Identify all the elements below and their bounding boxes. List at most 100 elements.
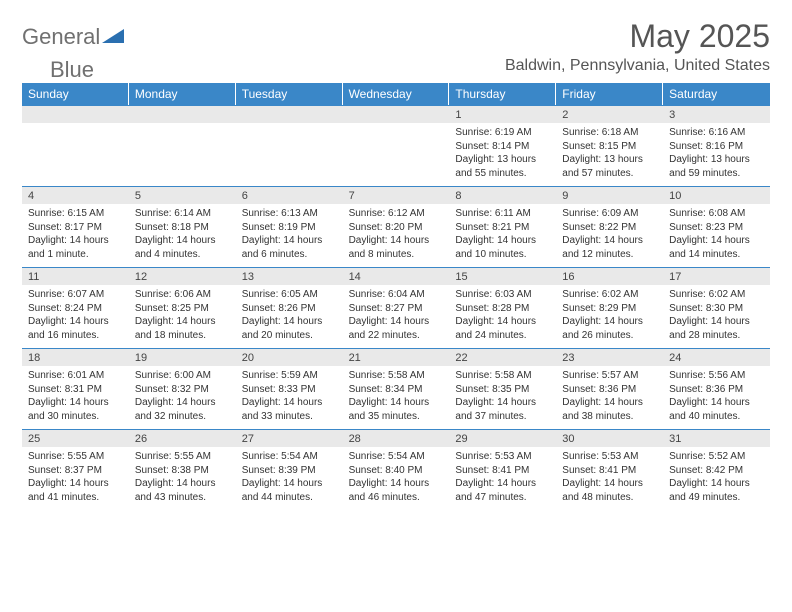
day-number-cell: 15: [449, 267, 556, 285]
sunrise-text: Sunrise: 5:55 AM: [28, 450, 123, 464]
day-number-cell: 30: [556, 429, 663, 447]
week-daynum-row: 25262728293031: [22, 429, 770, 447]
day-detail-cell: Sunrise: 5:59 AMSunset: 8:33 PMDaylight:…: [236, 366, 343, 429]
day-number-cell: 22: [449, 348, 556, 366]
header-row: General May 2025: [22, 18, 770, 55]
sunrise-text: Sunrise: 6:11 AM: [455, 207, 550, 221]
daylight-text: Daylight: 14 hours and 43 minutes.: [135, 477, 230, 504]
day-number-cell: 20: [236, 348, 343, 366]
sunset-text: Sunset: 8:21 PM: [455, 221, 550, 235]
day-header-cell: Monday: [129, 83, 236, 105]
day-number-cell: 13: [236, 267, 343, 285]
day-number-cell: [236, 105, 343, 123]
day-detail-cell: Sunrise: 5:58 AMSunset: 8:34 PMDaylight:…: [343, 366, 450, 429]
sunrise-text: Sunrise: 6:09 AM: [562, 207, 657, 221]
day-detail-cell: Sunrise: 6:14 AMSunset: 8:18 PMDaylight:…: [129, 204, 236, 267]
sunrise-text: Sunrise: 6:00 AM: [135, 369, 230, 383]
day-detail-cell: Sunrise: 5:55 AMSunset: 8:38 PMDaylight:…: [129, 447, 236, 510]
sunset-text: Sunset: 8:20 PM: [349, 221, 444, 235]
week-daynum-row: 18192021222324: [22, 348, 770, 366]
day-number-cell: 1: [449, 105, 556, 123]
daylight-text: Daylight: 14 hours and 12 minutes.: [562, 234, 657, 261]
day-number-cell: 28: [343, 429, 450, 447]
day-header-row: Sunday Monday Tuesday Wednesday Thursday…: [22, 83, 770, 105]
sunset-text: Sunset: 8:35 PM: [455, 383, 550, 397]
day-number-cell: 21: [343, 348, 450, 366]
sunrise-text: Sunrise: 6:08 AM: [669, 207, 764, 221]
sunset-text: Sunset: 8:15 PM: [562, 140, 657, 154]
sunset-text: Sunset: 8:30 PM: [669, 302, 764, 316]
sunset-text: Sunset: 8:32 PM: [135, 383, 230, 397]
sunset-text: Sunset: 8:39 PM: [242, 464, 337, 478]
day-detail-cell: [236, 123, 343, 186]
sunrise-text: Sunrise: 5:55 AM: [135, 450, 230, 464]
sunrise-text: Sunrise: 6:05 AM: [242, 288, 337, 302]
day-detail-cell: Sunrise: 6:03 AMSunset: 8:28 PMDaylight:…: [449, 285, 556, 348]
daylight-text: Daylight: 14 hours and 6 minutes.: [242, 234, 337, 261]
daylight-text: Daylight: 13 hours and 55 minutes.: [455, 153, 550, 180]
daylight-text: Daylight: 14 hours and 37 minutes.: [455, 396, 550, 423]
day-header-cell: Sunday: [22, 83, 129, 105]
day-detail-cell: Sunrise: 5:53 AMSunset: 8:41 PMDaylight:…: [449, 447, 556, 510]
day-number-cell: 24: [663, 348, 770, 366]
sunrise-text: Sunrise: 5:58 AM: [455, 369, 550, 383]
brand-triangle-icon: [102, 27, 124, 48]
day-number-cell: [22, 105, 129, 123]
sunrise-text: Sunrise: 6:01 AM: [28, 369, 123, 383]
day-detail-cell: Sunrise: 6:18 AMSunset: 8:15 PMDaylight:…: [556, 123, 663, 186]
sunrise-text: Sunrise: 6:18 AM: [562, 126, 657, 140]
daylight-text: Daylight: 14 hours and 47 minutes.: [455, 477, 550, 504]
day-number-cell: 8: [449, 186, 556, 204]
sunset-text: Sunset: 8:36 PM: [669, 383, 764, 397]
day-number-cell: 3: [663, 105, 770, 123]
daylight-text: Daylight: 14 hours and 32 minutes.: [135, 396, 230, 423]
day-number-cell: 10: [663, 186, 770, 204]
sunrise-text: Sunrise: 5:54 AM: [349, 450, 444, 464]
day-detail-cell: Sunrise: 5:58 AMSunset: 8:35 PMDaylight:…: [449, 366, 556, 429]
week-daynum-row: 123: [22, 105, 770, 123]
day-detail-cell: Sunrise: 6:09 AMSunset: 8:22 PMDaylight:…: [556, 204, 663, 267]
weeks-container: 123Sunrise: 6:19 AMSunset: 8:14 PMDaylig…: [22, 105, 770, 510]
daylight-text: Daylight: 14 hours and 24 minutes.: [455, 315, 550, 342]
daylight-text: Daylight: 13 hours and 57 minutes.: [562, 153, 657, 180]
day-number-cell: 17: [663, 267, 770, 285]
day-number-cell: 31: [663, 429, 770, 447]
daylight-text: Daylight: 14 hours and 4 minutes.: [135, 234, 230, 261]
daylight-text: Daylight: 14 hours and 30 minutes.: [28, 396, 123, 423]
day-number-cell: 4: [22, 186, 129, 204]
sunrise-text: Sunrise: 5:53 AM: [562, 450, 657, 464]
sunrise-text: Sunrise: 6:04 AM: [349, 288, 444, 302]
day-detail-cell: Sunrise: 6:02 AMSunset: 8:30 PMDaylight:…: [663, 285, 770, 348]
day-detail-cell: Sunrise: 5:53 AMSunset: 8:41 PMDaylight:…: [556, 447, 663, 510]
daylight-text: Daylight: 14 hours and 48 minutes.: [562, 477, 657, 504]
sunset-text: Sunset: 8:42 PM: [669, 464, 764, 478]
daylight-text: Daylight: 14 hours and 40 minutes.: [669, 396, 764, 423]
sunrise-text: Sunrise: 5:53 AM: [455, 450, 550, 464]
day-number-cell: 29: [449, 429, 556, 447]
sunrise-text: Sunrise: 5:54 AM: [242, 450, 337, 464]
day-detail-cell: Sunrise: 6:13 AMSunset: 8:19 PMDaylight:…: [236, 204, 343, 267]
day-header-cell: Tuesday: [236, 83, 343, 105]
sunrise-text: Sunrise: 6:12 AM: [349, 207, 444, 221]
week-daynum-row: 11121314151617: [22, 267, 770, 285]
daylight-text: Daylight: 14 hours and 26 minutes.: [562, 315, 657, 342]
day-detail-cell: Sunrise: 5:55 AMSunset: 8:37 PMDaylight:…: [22, 447, 129, 510]
sunset-text: Sunset: 8:40 PM: [349, 464, 444, 478]
day-number-cell: 19: [129, 348, 236, 366]
day-detail-cell: Sunrise: 6:08 AMSunset: 8:23 PMDaylight:…: [663, 204, 770, 267]
daylight-text: Daylight: 14 hours and 1 minute.: [28, 234, 123, 261]
day-detail-cell: Sunrise: 6:02 AMSunset: 8:29 PMDaylight:…: [556, 285, 663, 348]
sunrise-text: Sunrise: 5:57 AM: [562, 369, 657, 383]
day-detail-cell: Sunrise: 5:56 AMSunset: 8:36 PMDaylight:…: [663, 366, 770, 429]
sunrise-text: Sunrise: 5:58 AM: [349, 369, 444, 383]
day-detail-cell: Sunrise: 6:11 AMSunset: 8:21 PMDaylight:…: [449, 204, 556, 267]
sunset-text: Sunset: 8:41 PM: [562, 464, 657, 478]
sunset-text: Sunset: 8:31 PM: [28, 383, 123, 397]
week-detail-row: Sunrise: 6:15 AMSunset: 8:17 PMDaylight:…: [22, 204, 770, 267]
daylight-text: Daylight: 14 hours and 49 minutes.: [669, 477, 764, 504]
daylight-text: Daylight: 14 hours and 38 minutes.: [562, 396, 657, 423]
day-number-cell: 14: [343, 267, 450, 285]
daylight-text: Daylight: 14 hours and 20 minutes.: [242, 315, 337, 342]
day-detail-cell: Sunrise: 6:06 AMSunset: 8:25 PMDaylight:…: [129, 285, 236, 348]
day-number-cell: 6: [236, 186, 343, 204]
